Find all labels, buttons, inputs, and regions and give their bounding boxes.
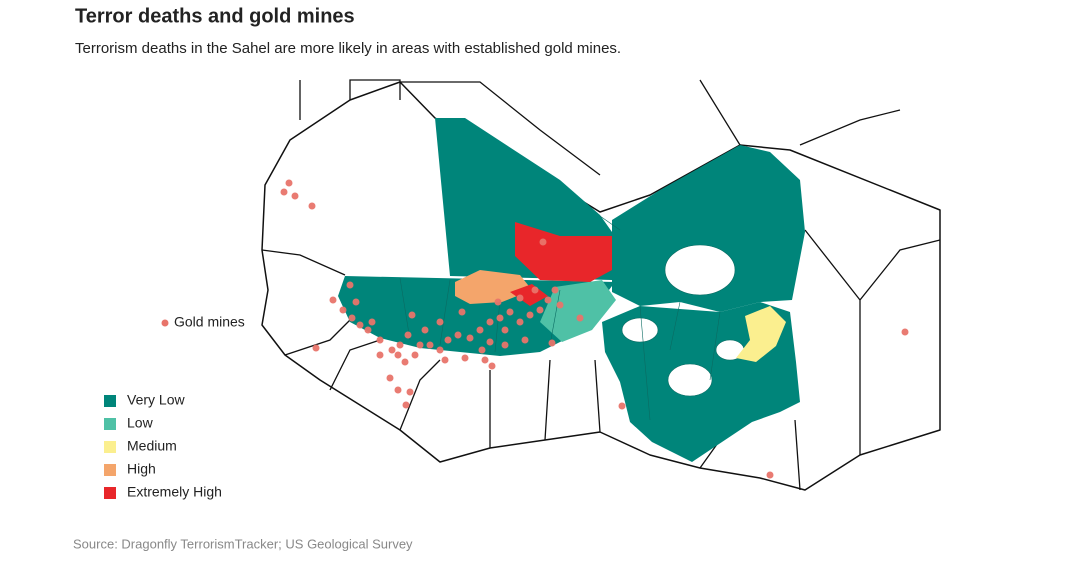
legend-swatch	[104, 464, 116, 476]
legend-label: Low	[127, 415, 154, 431]
gold-mine	[291, 192, 299, 200]
gold-mine	[544, 296, 552, 304]
region-extremely-high	[510, 284, 548, 306]
gold-mine	[401, 358, 409, 366]
gold-mine	[339, 306, 347, 314]
gold-mine	[521, 336, 529, 344]
gold-mine	[346, 281, 354, 289]
gold-mine	[476, 326, 484, 334]
region-high	[455, 270, 532, 304]
gold-mine	[406, 388, 414, 396]
gold-mine	[376, 351, 384, 359]
gold-mine	[280, 188, 288, 196]
gold-mine	[901, 328, 909, 336]
legend-label: Extremely High	[127, 484, 222, 500]
gold-mine	[618, 402, 626, 410]
gold-mine	[404, 331, 412, 339]
gold-mine	[394, 386, 402, 394]
gold-mine	[402, 401, 410, 409]
gold-mine	[348, 314, 356, 322]
gold-mine	[539, 238, 547, 246]
gold-mine	[368, 318, 376, 326]
gold-mine	[526, 311, 534, 319]
gold-mine	[481, 356, 489, 364]
gold-mine	[285, 179, 293, 187]
gold-mine	[556, 301, 564, 309]
legend-swatch	[104, 418, 116, 430]
legend-label: Medium	[127, 438, 177, 454]
legend-label: Very Low	[127, 392, 185, 408]
gold-mine	[444, 336, 452, 344]
gold-mine	[436, 318, 444, 326]
legend-swatch	[104, 441, 116, 453]
legend-swatch	[104, 395, 116, 407]
gold-mine	[376, 336, 384, 344]
region-very-low	[612, 145, 805, 312]
gold-mine	[352, 298, 360, 306]
gold-mine	[501, 341, 509, 349]
gold-mine	[308, 202, 316, 210]
gold-mine	[466, 334, 474, 342]
gold-mine	[501, 326, 509, 334]
gold-mine	[488, 362, 496, 370]
terror-regions	[338, 118, 805, 462]
gold-mine	[506, 308, 514, 316]
gold-mine	[394, 351, 402, 359]
gold-mine	[408, 311, 416, 319]
gold-mine	[486, 318, 494, 326]
gold-mine	[486, 338, 494, 346]
legend: Gold mines Very Low Low Medium High Extremel…	[104, 314, 245, 500]
region-medium	[736, 306, 786, 362]
gold-mine	[421, 326, 429, 334]
region-extremely-high	[515, 222, 612, 282]
gold-mine	[436, 346, 444, 354]
gold-mine	[396, 341, 404, 349]
gold-mine	[458, 308, 466, 316]
gold-mine	[388, 346, 396, 354]
gold-mine	[536, 306, 544, 314]
gold-mine	[478, 346, 486, 354]
gold-mine	[576, 314, 584, 322]
gold-mine	[426, 341, 434, 349]
legend-label: Gold mines	[174, 314, 245, 330]
gold-mines	[280, 179, 909, 479]
gold-mine	[441, 356, 449, 364]
no-data-area	[621, 317, 659, 343]
no-data-area	[667, 363, 713, 397]
gold-mine	[386, 374, 394, 382]
gold-mine	[356, 321, 364, 329]
gold-mine	[364, 326, 372, 334]
gold-mine	[416, 341, 424, 349]
gold-mine	[454, 331, 462, 339]
gold-mine	[494, 298, 502, 306]
gold-mine	[312, 344, 320, 352]
subtitle: Terrorism deaths in the Sahel are more l…	[75, 40, 621, 57]
gold-mine	[461, 354, 469, 362]
gold-mine	[329, 296, 337, 304]
legend-marker	[161, 319, 169, 327]
gold-mine	[531, 286, 539, 294]
gold-mine	[516, 318, 524, 326]
gold-mine	[548, 339, 556, 347]
source: Source: Dragonfly TerrorismTracker; US G…	[73, 536, 413, 551]
gold-mine	[496, 314, 504, 322]
title: Terror deaths and gold mines	[75, 5, 355, 27]
gold-mine	[516, 294, 524, 302]
legend-swatch	[104, 487, 116, 499]
legend-label: High	[127, 461, 156, 477]
gold-mine	[411, 351, 419, 359]
no-data-area	[664, 244, 736, 296]
gold-mine	[551, 286, 559, 294]
gold-mine	[766, 471, 774, 479]
